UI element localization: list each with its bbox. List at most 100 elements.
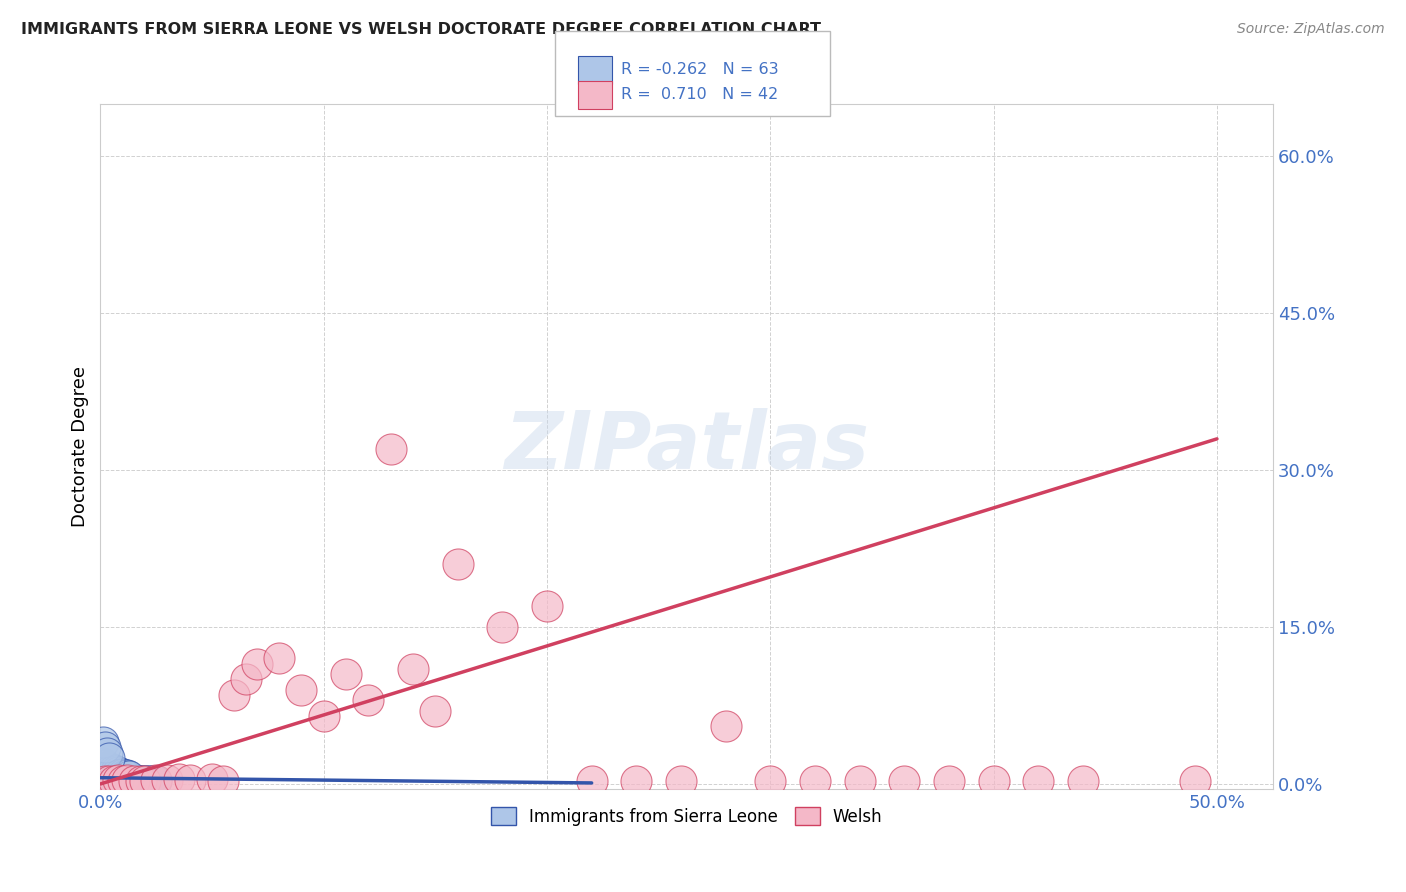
Point: [312, 709, 335, 723]
Legend: Immigrants from Sierra Leone, Welsh: Immigrants from Sierra Leone, Welsh: [484, 801, 889, 832]
Point: [94, 772, 117, 787]
Point: [94, 773, 117, 788]
Point: [246, 657, 269, 671]
Point: [100, 762, 122, 776]
Point: [94, 772, 117, 786]
Y-axis label: Doctorate Degree: Doctorate Degree: [72, 367, 89, 527]
Point: [107, 773, 129, 788]
Point: [98, 773, 121, 788]
Point: [114, 767, 136, 781]
Point: [759, 773, 782, 788]
Text: ZIPatlas: ZIPatlas: [505, 408, 869, 486]
Point: [136, 773, 159, 788]
Point: [201, 772, 224, 786]
Point: [235, 673, 257, 687]
Point: [90, 772, 112, 786]
Point: [107, 772, 129, 786]
Point: [447, 558, 470, 572]
Point: [94, 770, 117, 784]
Point: [122, 773, 145, 788]
Point: [104, 773, 127, 788]
Point: [97, 772, 120, 786]
Point: [402, 662, 425, 676]
Point: [96, 769, 118, 783]
Point: [134, 773, 156, 788]
Text: R =  0.710   N = 42: R = 0.710 N = 42: [621, 87, 779, 103]
Point: [983, 773, 1005, 788]
Point: [103, 769, 125, 783]
Point: [893, 773, 915, 788]
Text: R = -0.262   N = 63: R = -0.262 N = 63: [621, 62, 779, 78]
Point: [98, 773, 121, 788]
Point: [103, 773, 125, 788]
Point: [111, 773, 134, 788]
Point: [267, 651, 290, 665]
Point: [212, 773, 235, 788]
Point: [110, 771, 132, 785]
Point: [98, 761, 121, 775]
Point: [669, 773, 692, 788]
Point: [145, 773, 167, 788]
Point: [132, 773, 155, 788]
Point: [1184, 773, 1206, 788]
Point: [111, 766, 134, 780]
Point: [425, 704, 447, 718]
Point: [290, 682, 312, 697]
Point: [134, 773, 156, 788]
Point: [110, 766, 132, 780]
Point: [96, 746, 118, 760]
Point: [115, 772, 138, 787]
Point: [96, 760, 118, 774]
Point: [335, 667, 357, 681]
Point: [110, 773, 132, 788]
Point: [122, 773, 145, 788]
Point: [98, 751, 121, 765]
Point: [115, 767, 138, 781]
Point: [98, 767, 121, 781]
Point: [91, 769, 114, 783]
Point: [107, 772, 129, 787]
Point: [156, 772, 179, 787]
Point: [138, 773, 160, 788]
Point: [129, 773, 152, 788]
Point: [94, 773, 117, 788]
Point: [714, 719, 737, 733]
Point: [380, 442, 402, 457]
Point: [224, 688, 246, 702]
Point: [103, 764, 125, 778]
Point: [96, 771, 118, 785]
Point: [100, 770, 122, 784]
Point: [848, 773, 870, 788]
Point: [98, 771, 121, 785]
Point: [104, 764, 127, 779]
Point: [91, 771, 114, 785]
Point: [142, 773, 165, 788]
Point: [96, 773, 118, 788]
Point: [626, 773, 648, 788]
Point: [804, 773, 827, 788]
Point: [581, 773, 603, 788]
Point: [103, 773, 125, 788]
Text: Source: ZipAtlas.com: Source: ZipAtlas.com: [1237, 22, 1385, 37]
Point: [91, 735, 114, 749]
Point: [167, 772, 190, 786]
Point: [491, 620, 513, 634]
Point: [107, 765, 129, 780]
Point: [104, 771, 127, 785]
Point: [94, 740, 117, 755]
Point: [93, 772, 115, 787]
Point: [129, 773, 152, 788]
Point: [141, 773, 163, 788]
Point: [111, 773, 134, 788]
Point: [1026, 773, 1049, 788]
Point: [127, 773, 149, 788]
Text: IMMIGRANTS FROM SIERRA LEONE VS WELSH DOCTORATE DEGREE CORRELATION CHART: IMMIGRANTS FROM SIERRA LEONE VS WELSH DO…: [21, 22, 821, 37]
Point: [100, 773, 122, 788]
Point: [118, 773, 141, 788]
Point: [179, 772, 201, 787]
Point: [100, 772, 122, 786]
Point: [114, 773, 136, 788]
Point: [94, 758, 117, 772]
Point: [118, 769, 141, 783]
Point: [145, 772, 167, 787]
